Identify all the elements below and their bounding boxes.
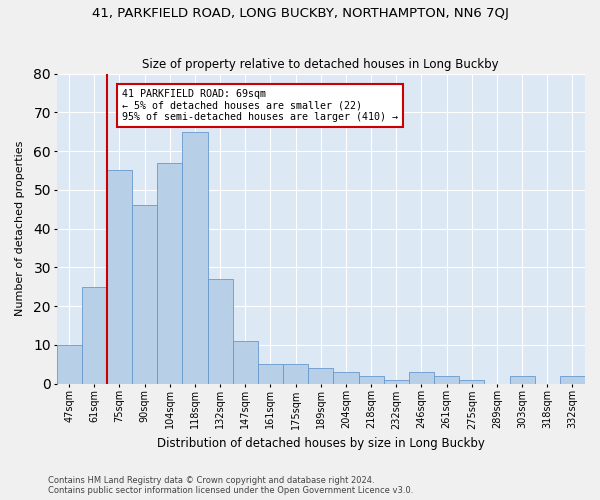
Bar — [359, 376, 383, 384]
Bar — [82, 286, 107, 384]
Y-axis label: Number of detached properties: Number of detached properties — [15, 141, 25, 316]
Bar — [409, 372, 434, 384]
Bar — [308, 368, 334, 384]
Text: Contains HM Land Registry data © Crown copyright and database right 2024.
Contai: Contains HM Land Registry data © Crown c… — [48, 476, 413, 495]
Text: 41, PARKFIELD ROAD, LONG BUCKBY, NORTHAMPTON, NN6 7QJ: 41, PARKFIELD ROAD, LONG BUCKBY, NORTHAM… — [92, 8, 508, 20]
Bar — [258, 364, 283, 384]
Bar — [560, 376, 585, 384]
Bar — [459, 380, 484, 384]
Bar — [182, 132, 208, 384]
Bar — [233, 341, 258, 384]
Bar — [157, 162, 182, 384]
Text: 41 PARKFIELD ROAD: 69sqm
← 5% of detached houses are smaller (22)
95% of semi-de: 41 PARKFIELD ROAD: 69sqm ← 5% of detache… — [122, 89, 398, 122]
Bar — [208, 279, 233, 384]
Bar — [334, 372, 359, 384]
X-axis label: Distribution of detached houses by size in Long Buckby: Distribution of detached houses by size … — [157, 437, 485, 450]
Bar — [56, 345, 82, 384]
Bar — [383, 380, 409, 384]
Bar — [283, 364, 308, 384]
Title: Size of property relative to detached houses in Long Buckby: Size of property relative to detached ho… — [142, 58, 499, 71]
Bar — [132, 206, 157, 384]
Bar — [434, 376, 459, 384]
Bar — [509, 376, 535, 384]
Bar — [107, 170, 132, 384]
